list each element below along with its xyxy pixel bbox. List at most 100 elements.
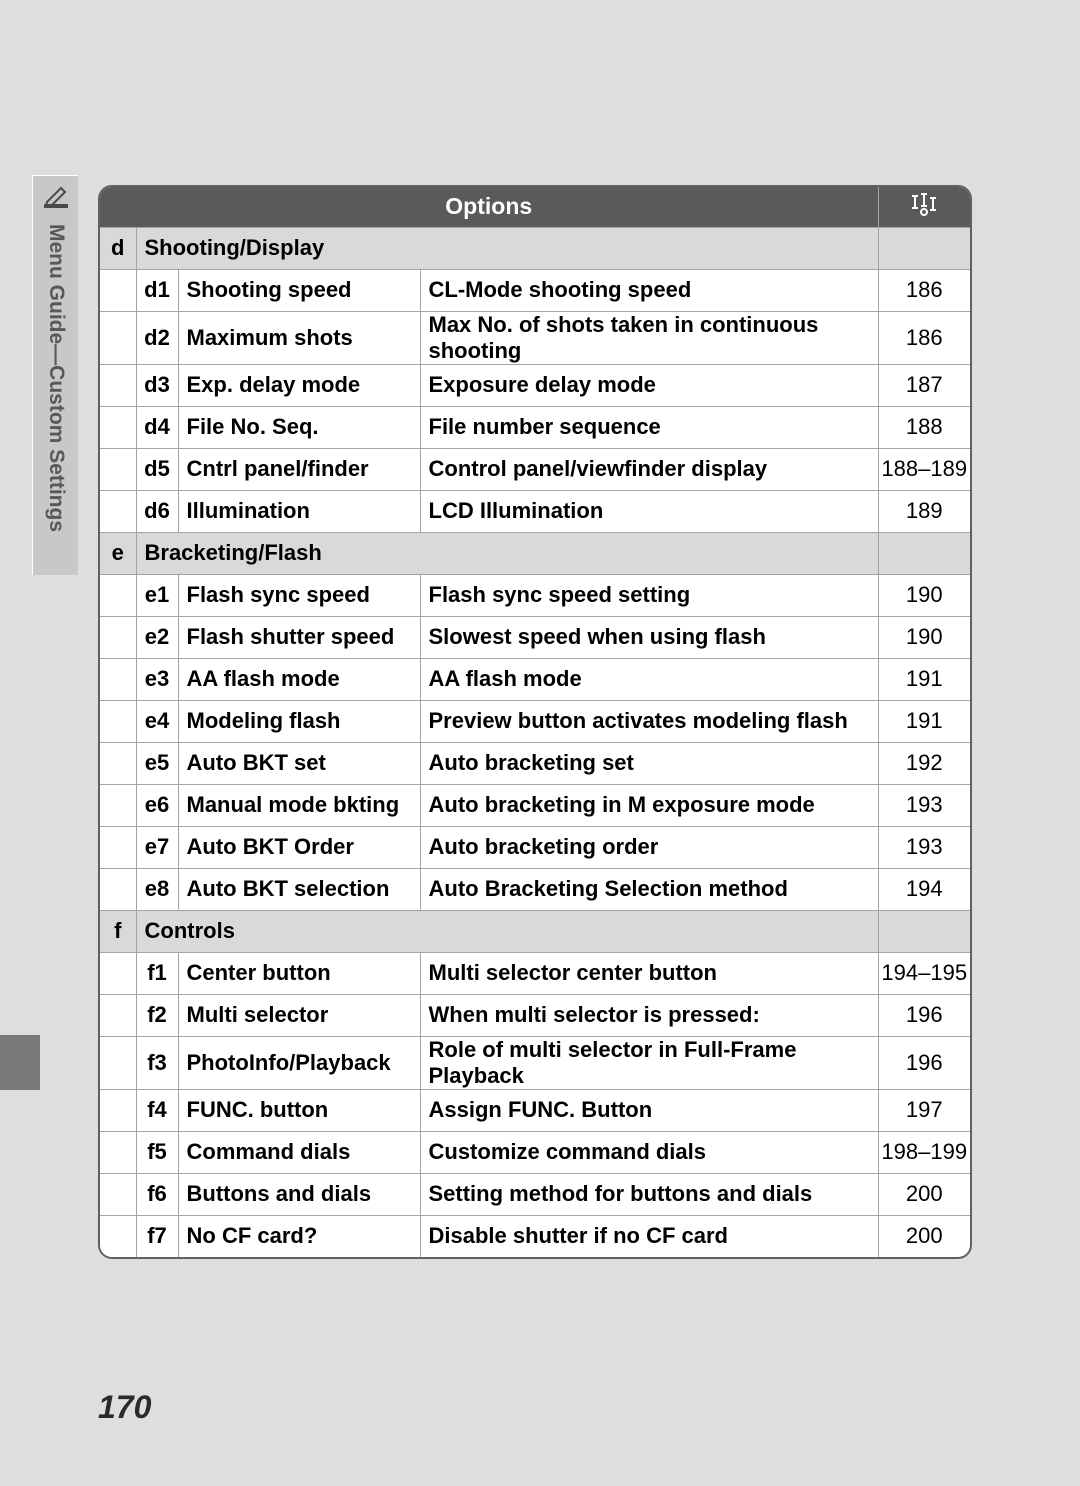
table-row: d6IlluminationLCD Illumination189 — [100, 490, 970, 532]
row-letter-blank-cell — [100, 311, 136, 364]
page: Menu Guide—Custom Settings Options — [0, 0, 1080, 1486]
row-code: f2 — [147, 1002, 167, 1027]
row-desc-cell: Slowest speed when using flash — [420, 616, 878, 658]
row-page: 186 — [906, 325, 943, 350]
row-desc-cell: When multi selector is pressed: — [420, 994, 878, 1036]
section-letter-cell: f — [100, 910, 136, 952]
row-page: 193 — [906, 834, 943, 859]
row-desc-cell: Auto bracketing set — [420, 742, 878, 784]
row-code: d1 — [144, 277, 170, 302]
row-name-cell: Auto BKT selection — [178, 868, 420, 910]
row-page-cell: 191 — [878, 700, 970, 742]
section-header-row: e Bracketing/Flash — [100, 532, 970, 574]
section-title: Bracketing/Flash — [145, 540, 322, 565]
table-row: d3Exp. delay modeExposure delay mode187 — [100, 364, 970, 406]
row-desc-cell: CL-Mode shooting speed — [420, 269, 878, 311]
row-page-cell: 186 — [878, 269, 970, 311]
row-letter-blank-cell — [100, 574, 136, 616]
section-letter: f — [114, 918, 121, 943]
row-code-cell: f6 — [136, 1173, 178, 1215]
row-desc-cell: Multi selector center button — [420, 952, 878, 994]
row-name: Auto BKT selection — [187, 876, 390, 901]
row-page-cell: 200 — [878, 1173, 970, 1215]
row-name-cell: Auto BKT set — [178, 742, 420, 784]
row-code-cell: d4 — [136, 406, 178, 448]
row-desc: Auto bracketing order — [429, 834, 659, 859]
page-edge-marker — [0, 1035, 40, 1090]
row-desc-cell: Max No. of shots taken in continuous sho… — [420, 311, 878, 364]
row-desc: Auto bracketing in M exposure mode — [429, 792, 815, 817]
row-page: 191 — [906, 708, 943, 733]
section-letter: e — [112, 540, 124, 565]
row-code: f1 — [147, 960, 167, 985]
row-letter-blank-cell — [100, 1089, 136, 1131]
row-name-cell: Shooting speed — [178, 269, 420, 311]
row-name-cell: Multi selector — [178, 994, 420, 1036]
row-letter-blank-cell — [100, 784, 136, 826]
section-title-cell: Bracketing/Flash — [136, 532, 878, 574]
row-code-cell: f4 — [136, 1089, 178, 1131]
table-row: e2Flash shutter speedSlowest speed when … — [100, 616, 970, 658]
row-desc: Setting method for buttons and dials — [429, 1181, 813, 1206]
row-code: f6 — [147, 1181, 167, 1206]
row-desc: Exposure delay mode — [429, 372, 656, 397]
row-name: Illumination — [187, 498, 310, 523]
row-name-cell: No CF card? — [178, 1215, 420, 1257]
row-desc-cell: File number sequence — [420, 406, 878, 448]
row-desc-cell: Assign FUNC. Button — [420, 1089, 878, 1131]
row-name-cell: Buttons and dials — [178, 1173, 420, 1215]
row-page: 190 — [906, 582, 943, 607]
row-code: e3 — [145, 666, 169, 691]
row-code-cell: f2 — [136, 994, 178, 1036]
row-page-cell: 198–199 — [878, 1131, 970, 1173]
row-letter-blank-cell — [100, 658, 136, 700]
row-desc: LCD Illumination — [429, 498, 604, 523]
row-letter-blank-cell — [100, 406, 136, 448]
row-name: Buttons and dials — [187, 1181, 372, 1206]
row-page-cell: 193 — [878, 826, 970, 868]
section-header-row: dShooting/Display — [100, 227, 970, 269]
row-name-cell: PhotoInfo/Playback — [178, 1036, 420, 1089]
row-page-cell: 191 — [878, 658, 970, 700]
table-row: e7Auto BKT OrderAuto bracketing order193 — [100, 826, 970, 868]
section-letter: d — [111, 235, 124, 260]
row-page: 197 — [906, 1097, 943, 1122]
row-name-cell: AA flash mode — [178, 658, 420, 700]
row-desc-cell: Customize command dials — [420, 1131, 878, 1173]
row-desc-cell: Preview button activates modeling flash — [420, 700, 878, 742]
row-code-cell: e8 — [136, 868, 178, 910]
row-letter-blank-cell — [100, 1036, 136, 1089]
row-letter-blank-cell — [100, 742, 136, 784]
table-row: f6 Buttons and dials Setting method for bu… — [100, 1173, 970, 1215]
row-page-cell: 193 — [878, 784, 970, 826]
row-desc: Multi selector center button — [429, 960, 717, 985]
row-desc: Auto bracketing set — [429, 750, 634, 775]
row-page: 200 — [906, 1181, 943, 1206]
row-page-cell: 188 — [878, 406, 970, 448]
row-name: File No. Seq. — [187, 414, 319, 439]
table-row: d4 File No. Seq. File number sequence188 — [100, 406, 970, 448]
header-options-cell: Options — [100, 187, 878, 227]
row-name-cell: Exp. delay mode — [178, 364, 420, 406]
row-page-cell: 197 — [878, 1089, 970, 1131]
row-desc-cell: Flash sync speed setting — [420, 574, 878, 616]
table-row: f7No CF card?Disable shutter if no CF ca… — [100, 1215, 970, 1257]
row-page-cell: 192 — [878, 742, 970, 784]
row-code: e8 — [145, 876, 169, 901]
row-name: Center button — [187, 960, 331, 985]
row-desc-cell: Exposure delay mode — [420, 364, 878, 406]
row-page-cell: 194–195 — [878, 952, 970, 994]
table-row: e1Flash sync speedFlash sync speed setti… — [100, 574, 970, 616]
row-code-cell: d3 — [136, 364, 178, 406]
table-row: d5Cntrl panel/finderControl panel/viewfi… — [100, 448, 970, 490]
row-code: f3 — [147, 1050, 167, 1075]
row-code-cell: f3 — [136, 1036, 178, 1089]
row-page: 191 — [906, 666, 943, 691]
row-desc-cell: Control panel/viewfinder display — [420, 448, 878, 490]
row-code-cell: f7 — [136, 1215, 178, 1257]
row-code-cell: e5 — [136, 742, 178, 784]
row-letter-blank-cell — [100, 616, 136, 658]
row-code: e7 — [145, 834, 169, 859]
row-code: f7 — [147, 1223, 167, 1248]
row-name-cell: Maximum shots — [178, 311, 420, 364]
